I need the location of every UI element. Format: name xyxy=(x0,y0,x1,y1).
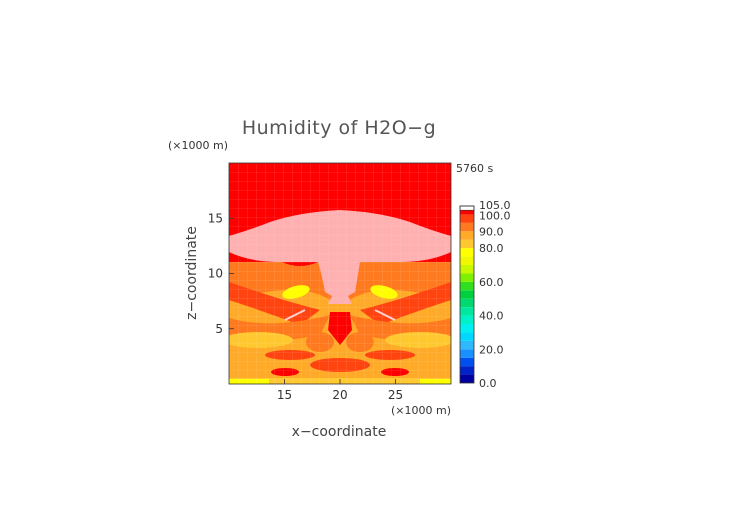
y-axis-label: z−coordinate xyxy=(184,226,200,320)
x-tick-label: 15 xyxy=(277,388,292,402)
colorbar-level xyxy=(460,324,474,333)
colorbar-level xyxy=(460,239,474,249)
colorbar-tick-label: 90.0 xyxy=(479,225,504,238)
colorbar-top-cell xyxy=(459,205,475,211)
y-tick-label: 5 xyxy=(215,322,223,336)
colorbar-tick-label: 105.0 xyxy=(479,199,511,212)
x-tick-label: 25 xyxy=(388,388,403,402)
colorbar-level xyxy=(460,349,474,358)
colorbar-level xyxy=(460,256,474,265)
colorbar-tick-label: 20.0 xyxy=(479,343,504,356)
colorbar-level xyxy=(460,210,474,215)
colorbar-tick-label: 40.0 xyxy=(479,310,504,323)
chart-title: Humidity of H2O−g xyxy=(242,117,436,139)
colorbar-level xyxy=(460,290,474,299)
colorbar-level xyxy=(460,315,474,324)
colorbar-frame xyxy=(459,205,475,384)
colorbar-tick-label: 60.0 xyxy=(479,276,504,289)
axis-ticks: 15 20 25 5 10 15 xyxy=(208,211,403,402)
colorbar-level xyxy=(460,231,474,240)
colorbar-level xyxy=(460,298,474,308)
colorbar-tick-label: 80.0 xyxy=(479,242,504,255)
colorbar-level xyxy=(460,332,474,341)
y-tick-label: 10 xyxy=(208,267,223,281)
x-tick-label: 20 xyxy=(332,388,347,402)
colorbar-tick-label: 100.0 xyxy=(479,209,511,222)
humidity-field xyxy=(229,163,451,384)
y-tick-label: 15 xyxy=(208,211,223,225)
colorbar-level xyxy=(460,366,474,375)
colorbar-level xyxy=(460,281,474,291)
colorbar-level xyxy=(460,248,474,257)
colorbar-tick-label: 0.0 xyxy=(479,377,497,390)
x-unit-label: (×1000 m) xyxy=(391,404,451,417)
colorbar-level xyxy=(460,273,474,282)
colorbar-level xyxy=(460,265,474,274)
time-label: 5760 s xyxy=(456,162,493,175)
grid-overlay xyxy=(229,163,451,384)
x-axis-label: x−coordinate xyxy=(292,424,387,440)
colorbar-level xyxy=(460,357,474,367)
y-unit-label: (×1000 m) xyxy=(168,139,228,152)
colorbar-level xyxy=(460,374,474,383)
colorbar-level xyxy=(460,307,474,316)
colorbar-level xyxy=(460,340,474,350)
colorbar-level xyxy=(460,222,474,232)
colorbar-level xyxy=(460,214,474,223)
